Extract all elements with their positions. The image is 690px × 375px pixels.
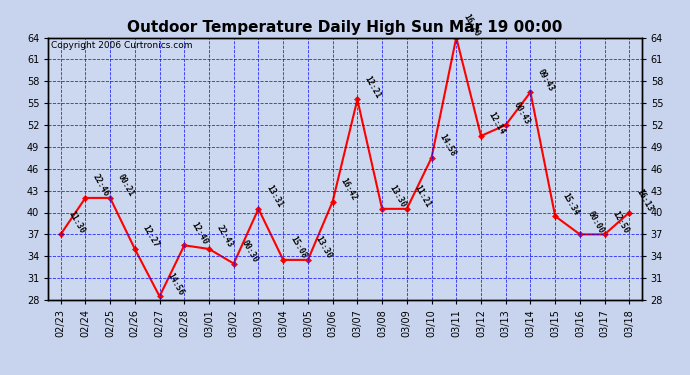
Text: Copyright 2006 Curtronics.com: Copyright 2006 Curtronics.com: [51, 42, 193, 51]
Text: 00:00: 00:00: [585, 209, 605, 235]
Text: 15:34: 15:34: [561, 191, 581, 217]
Text: 16:42: 16:42: [338, 177, 358, 202]
Text: 15:08: 15:08: [288, 235, 308, 261]
Text: 12:21: 12:21: [363, 75, 383, 100]
Text: 11:30: 11:30: [66, 209, 86, 235]
Text: 00:30: 00:30: [239, 238, 259, 264]
Text: 12:14: 12:14: [486, 111, 506, 136]
Title: Outdoor Temperature Daily High Sun Mar 19 00:00: Outdoor Temperature Daily High Sun Mar 1…: [128, 20, 562, 35]
Text: 22:46: 22:46: [91, 173, 111, 198]
Text: 09:43: 09:43: [536, 67, 556, 93]
Text: 00:21: 00:21: [116, 173, 136, 198]
Text: 12:50: 12:50: [610, 209, 630, 235]
Text: 16:13: 16:13: [635, 188, 655, 213]
Text: 14:56: 14:56: [165, 272, 185, 297]
Text: 14:58: 14:58: [437, 133, 457, 158]
Text: 12:40: 12:40: [190, 220, 210, 246]
Text: 11:21: 11:21: [413, 184, 433, 210]
Text: 16:20: 16:20: [462, 12, 482, 38]
Text: 12:27: 12:27: [140, 224, 160, 250]
Text: 00:43: 00:43: [511, 100, 531, 126]
Text: 13:30: 13:30: [313, 235, 333, 261]
Text: 22:43: 22:43: [215, 224, 235, 250]
Text: 13:31: 13:31: [264, 184, 284, 210]
Text: 13:30: 13:30: [388, 184, 408, 210]
